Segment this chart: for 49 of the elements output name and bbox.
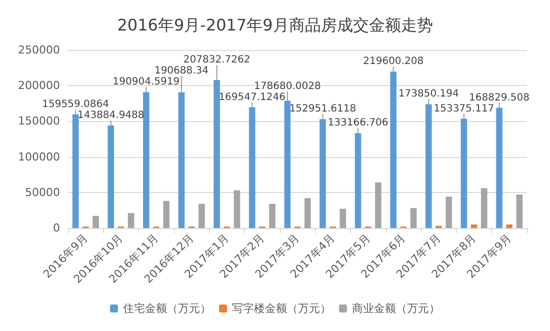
- bar: [410, 208, 417, 228]
- bar: [72, 114, 79, 228]
- bar: [446, 196, 452, 228]
- bar: [269, 204, 276, 228]
- y-tick-label: 150000: [18, 114, 60, 128]
- data-label: 190904.5919: [112, 76, 180, 88]
- bar: [248, 107, 256, 228]
- data-label: 190688.34: [154, 66, 209, 77]
- data-label: 168829.508: [469, 92, 530, 104]
- legend-label: 写字楼金额（万元）: [232, 302, 331, 315]
- bar: [320, 119, 326, 228]
- bar: [178, 92, 185, 228]
- bar: [470, 224, 478, 228]
- bar: [234, 190, 240, 228]
- bar: [480, 188, 488, 228]
- bar: [375, 182, 382, 228]
- bar: [425, 104, 432, 228]
- bar: [506, 224, 512, 228]
- data-label: 153375.117: [434, 103, 494, 114]
- y-tick-label: 200000: [18, 79, 60, 92]
- data-label: 219600.208: [363, 56, 424, 68]
- data-label: 207832.7262: [183, 54, 250, 66]
- data-label: 178680.0028: [254, 80, 321, 92]
- bar: [340, 208, 346, 228]
- bar: [143, 92, 150, 228]
- bar: [198, 204, 205, 228]
- bar: [163, 200, 170, 228]
- bar: [214, 80, 220, 228]
- bar: [108, 126, 114, 228]
- bar: [128, 213, 134, 228]
- bar: [304, 198, 311, 228]
- bar: [92, 216, 99, 228]
- bar: [496, 108, 502, 228]
- bar: [284, 100, 291, 228]
- bar: [354, 133, 362, 228]
- data-label: 173850.194: [398, 88, 459, 100]
- data-label: 152951.6118: [289, 104, 356, 115]
- y-tick-label: 250000: [18, 44, 60, 56]
- data-label: 133166.706: [328, 118, 388, 129]
- y-tick-label: 100000: [18, 150, 60, 164]
- bar: [460, 118, 468, 228]
- legend-label: 住宅金额（万元）: [123, 302, 211, 315]
- chart-title: 2016年9月-2017年9月商品房成交金额走势: [117, 16, 433, 34]
- y-tick-label: 50000: [25, 186, 60, 199]
- bar: [516, 194, 523, 228]
- bar: [390, 72, 396, 228]
- legend-label: 商业金额（万元）: [352, 302, 440, 315]
- data-label: 159559.0864: [42, 98, 109, 110]
- y-tick-label: 0: [53, 222, 60, 234]
